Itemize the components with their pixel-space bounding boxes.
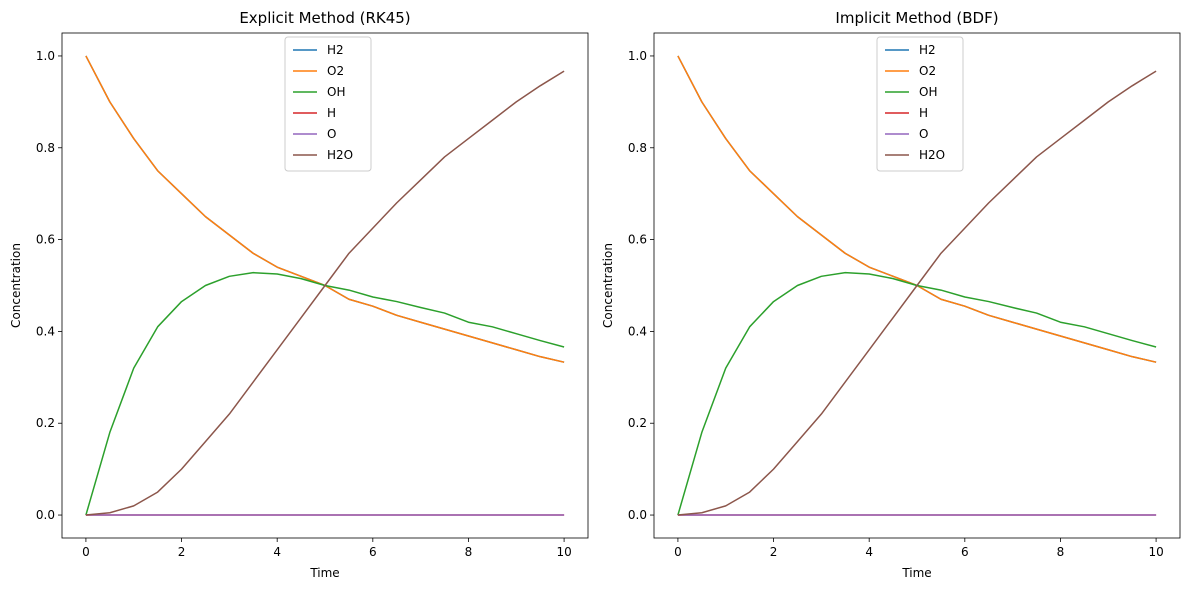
y-tick-label: 1.0	[36, 49, 55, 63]
legend-label-o: O	[327, 127, 336, 141]
legend-label-o: O	[919, 127, 928, 141]
series-line-h2o	[85, 70, 565, 516]
legend-label-oh: OH	[919, 85, 937, 99]
legend-label-h2: H2	[327, 43, 344, 57]
chart-title: Explicit Method (RK45)	[239, 9, 410, 27]
x-tick-label: 4	[865, 545, 873, 559]
x-tick-label: 10	[556, 545, 571, 559]
series-line-h2o	[677, 70, 1157, 516]
chart-panel-1: 0 2 4 6 8 10 0.0 0.2 0.4 0.6 0.8 1.0 Explicit Method…	[9, 9, 589, 580]
y-axis-label: Concentration	[601, 243, 615, 328]
legend-label-oh: OH	[327, 85, 345, 99]
legend-label-h: H	[919, 106, 928, 120]
y-tick-label: 0.0	[36, 508, 55, 522]
x-tick-label: 2	[178, 545, 186, 559]
axes-frame	[61, 32, 589, 539]
y-tick-label: 0.4	[36, 324, 55, 338]
chart-panel-2: 0 2 4 6 8 10 0.0 0.2 0.4 0.6 0.8 1.0 Implicit Method…	[601, 9, 1181, 580]
x-tick-label: 0	[82, 545, 90, 559]
legend-label-h: H	[327, 106, 336, 120]
x-axis-label: Time	[309, 566, 339, 580]
series-lines	[677, 55, 1157, 516]
y-tick-label: 0.2	[628, 416, 647, 430]
legend-label-h2o: H2O	[919, 148, 945, 162]
x-tick-label: 6	[369, 545, 377, 559]
legend-label-h2: H2	[919, 43, 936, 57]
y-tick-label: 0.2	[36, 416, 55, 430]
x-tick-label: 8	[465, 545, 473, 559]
y-tick-label: 1.0	[628, 49, 647, 63]
x-tick-label: 10	[1148, 545, 1163, 559]
legend: H2 O2 OH HO H2O	[284, 36, 372, 172]
y-axis-label: Concentration	[9, 243, 23, 328]
x-axis-label: Time	[901, 566, 931, 580]
y-tick-label: 0.8	[628, 141, 647, 155]
y-tick-label: 0.0	[628, 508, 647, 522]
chart-title: Implicit Method (BDF)	[835, 9, 998, 27]
legend-label-o2: O2	[327, 64, 344, 78]
legend-label-h2o: H2O	[327, 148, 353, 162]
x-tick-label: 6	[961, 545, 969, 559]
y-tick-label: 0.6	[628, 233, 647, 247]
y-tick-label: 0.8	[36, 141, 55, 155]
series-lines	[85, 55, 565, 516]
y-tick-label: 0.4	[628, 324, 647, 338]
legend-label-o2: O2	[919, 64, 936, 78]
legend: H2 O2 OH HO H2O	[876, 36, 964, 172]
y-tick-label: 0.6	[36, 233, 55, 247]
x-tick-label: 0	[674, 545, 682, 559]
x-tick-label: 2	[770, 545, 778, 559]
x-tick-label: 4	[273, 545, 281, 559]
x-tick-label: 8	[1057, 545, 1065, 559]
axes-frame	[653, 32, 1181, 539]
